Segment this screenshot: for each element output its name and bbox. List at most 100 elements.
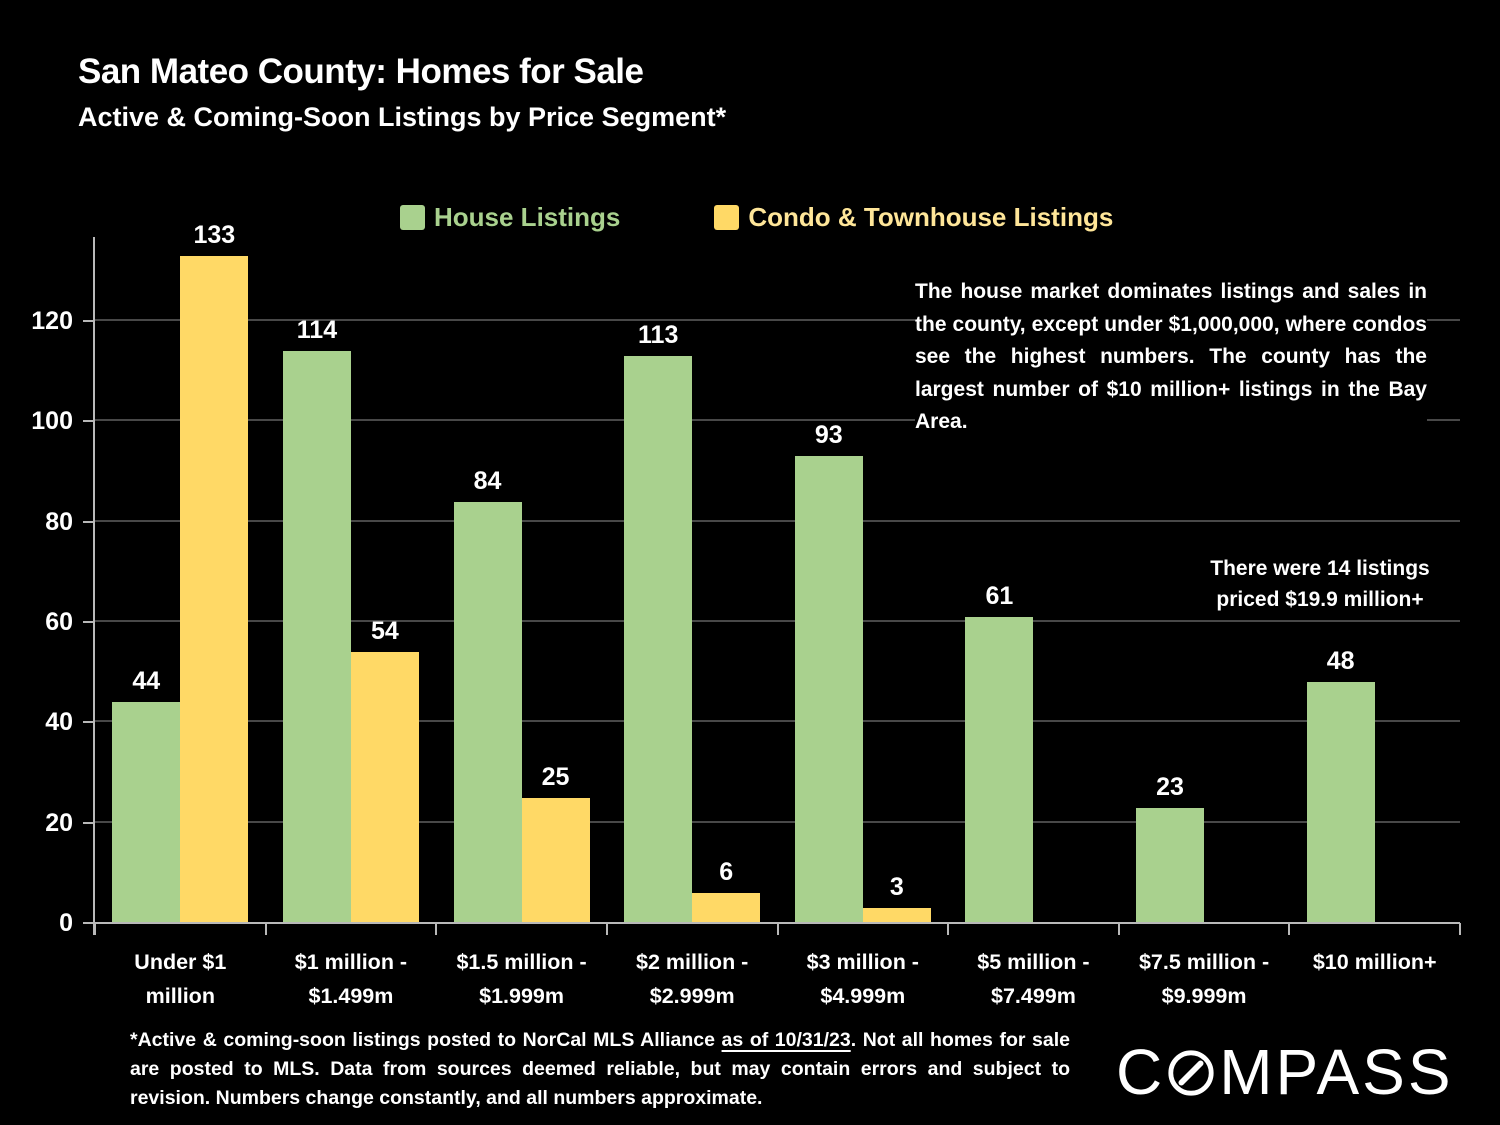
bar-slot: 133 <box>180 221 249 923</box>
bar-slot: 54 <box>350 237 419 923</box>
bar-slot: 61 <box>965 237 1034 923</box>
legend-item-condo: Condo & Townhouse Listings <box>714 202 1113 233</box>
condo-swatch-icon <box>714 205 740 230</box>
bar-condo <box>350 652 419 923</box>
bar-value-label: 133 <box>193 220 236 249</box>
bar-slot: 84 <box>453 237 522 923</box>
legend-label-condo: Condo & Townhouse Listings <box>748 202 1114 232</box>
x-category-label: Under $1 million <box>134 950 227 1008</box>
x-axis-tick <box>605 923 608 935</box>
annotation-luxury-note: There were 14 listings priced $19.9 mill… <box>1185 553 1455 615</box>
gridline <box>95 720 1460 723</box>
bar-house <box>282 351 351 923</box>
bar-group: 61 <box>948 237 1119 923</box>
x-axis-tick <box>776 923 779 935</box>
bar-condo <box>692 892 761 923</box>
x-category-label: $7.5 million - $9.999m <box>1138 950 1270 1008</box>
x-category-label: $3 million - $4.999m <box>806 950 919 1008</box>
bar-slot: 6 <box>692 237 761 923</box>
compass-circle-needle-icon <box>1168 1050 1214 1096</box>
bar-slot: 113 <box>624 237 693 923</box>
bar-group: 44 133 <box>95 221 266 923</box>
x-axis-tick <box>264 923 267 935</box>
footnote-prefix: *Active & coming-soon listings posted to… <box>130 1029 722 1051</box>
bar-group: 114 54 <box>266 237 437 923</box>
compass-logo: C MPASS <box>1116 1040 1454 1104</box>
bar-slot: 23 <box>1136 237 1205 923</box>
y-tick-label: 100 <box>31 407 73 436</box>
legend-item-house: House Listings <box>400 202 620 233</box>
x-axis-tick <box>1288 923 1291 935</box>
logo-letter-c: C <box>1116 1036 1166 1108</box>
bar-value-label: 84 <box>473 466 502 495</box>
bar-value-label: 25 <box>541 762 570 791</box>
x-axis-tick <box>1117 923 1120 935</box>
bar-slot: 25 <box>521 237 590 923</box>
bar-value-label: 3 <box>889 872 904 901</box>
y-tick-label: 0 <box>59 909 73 937</box>
house-swatch-icon <box>400 205 425 230</box>
gridline <box>95 519 1460 522</box>
legend-label-house: House Listings <box>434 202 621 232</box>
legend: House Listings Condo & Townhouse Listing… <box>400 202 1113 233</box>
x-axis-baseline <box>95 922 1460 924</box>
y-tick-label: 80 <box>45 507 73 536</box>
bar-value-label: 6 <box>719 857 734 886</box>
page-title: San Mateo County: Homes for Sale <box>78 52 644 91</box>
x-axis-tick <box>94 923 96 935</box>
y-axis-tick <box>83 922 93 924</box>
x-axis-tick <box>1459 923 1461 935</box>
x-category-label: $5 million - $7.499m <box>977 950 1090 1008</box>
annotation-market-note: The house market dominates listings and … <box>915 276 1427 439</box>
bar-slot: 3 <box>862 237 931 923</box>
y-axis-tick <box>83 721 93 724</box>
bar-house <box>965 617 1034 923</box>
bar-house <box>112 702 181 923</box>
bar-house <box>794 456 863 923</box>
chart-plot: 0 20 40 60 80 100 120 44 133 Under $1 million 114 5… <box>31 221 1461 1008</box>
y-axis-tick <box>83 621 93 624</box>
bar-value-label: 93 <box>814 421 843 450</box>
x-category-label: $10 million+ <box>1312 950 1437 974</box>
x-axis-tick <box>435 923 438 935</box>
bar-value-label: 114 <box>296 316 338 345</box>
bar-slot: 93 <box>794 237 863 923</box>
gridline <box>95 419 1460 422</box>
footnote-date-underlined: as of 10/31/23 <box>721 1029 851 1051</box>
bar-group: 113 6 <box>607 237 778 923</box>
bar-value-label: 44 <box>132 667 161 696</box>
bar-value-label: 113 <box>638 321 679 350</box>
x-category-label: $1 million - $1.499m <box>294 950 408 1008</box>
x-category-label: $2 million - $2.999m <box>636 950 749 1008</box>
bar-slot: 48 <box>1306 237 1375 923</box>
x-axis-tick <box>947 923 950 935</box>
y-axis-tick <box>83 520 93 523</box>
bar-value-label: 23 <box>1156 772 1184 801</box>
bar-group: 48 <box>1289 237 1460 923</box>
y-tick-label: 120 <box>31 307 73 336</box>
page-subtitle: Active & Coming-Soon Listings by Price S… <box>78 102 727 132</box>
bar-group: 84 25 <box>436 237 607 923</box>
footnote: *Active & coming-soon listings posted to… <box>130 1026 1070 1113</box>
bar-house <box>1306 682 1375 923</box>
bar-condo <box>862 907 931 923</box>
bar-condo <box>180 255 249 923</box>
y-tick-label: 40 <box>45 708 73 737</box>
bar-house <box>453 501 522 923</box>
gridline <box>95 820 1460 823</box>
bar-house <box>1136 807 1205 923</box>
bar-group: 23 <box>1119 237 1290 923</box>
footnote-suffix: . Not all homes for sale are posted to M… <box>130 1029 1070 1109</box>
y-axis-tick <box>83 320 93 323</box>
bar-condo <box>521 797 590 923</box>
y-axis-tick <box>83 821 93 824</box>
bar-slot: 44 <box>112 237 181 923</box>
x-category-label: $1.5 million - $1.999m <box>456 950 587 1008</box>
bar-group: 93 3 <box>778 237 949 923</box>
y-axis-tick <box>83 420 93 423</box>
y-axis-line <box>93 237 95 935</box>
bar-value-label: 48 <box>1326 647 1355 676</box>
bar-house <box>624 356 693 923</box>
bar-slot: 114 <box>282 237 351 923</box>
